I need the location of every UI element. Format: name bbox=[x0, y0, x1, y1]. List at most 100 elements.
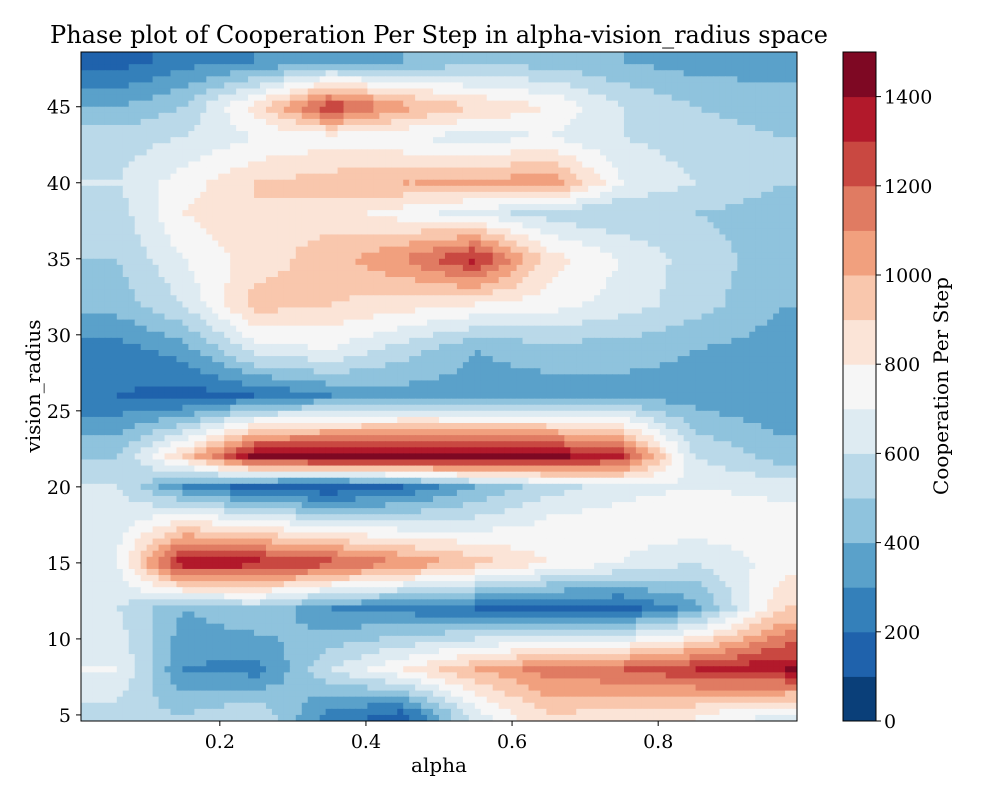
contour-cell bbox=[629, 88, 637, 96]
contour-cell bbox=[122, 216, 130, 223]
contour-cell bbox=[618, 197, 625, 205]
contour-cell bbox=[444, 82, 452, 90]
contour-cell bbox=[427, 301, 434, 309]
contour-cell bbox=[582, 58, 589, 65]
contour-cell bbox=[355, 100, 363, 108]
contour-cell bbox=[158, 167, 166, 175]
contour-cell bbox=[510, 137, 518, 144]
contour-cell bbox=[385, 252, 392, 260]
contour-cell bbox=[122, 100, 130, 108]
contour-cell bbox=[313, 179, 321, 187]
contour-cell bbox=[767, 131, 774, 138]
contour-cell bbox=[612, 216, 619, 223]
contour-cell bbox=[671, 228, 679, 236]
contour-cell bbox=[331, 197, 339, 205]
contour-cell bbox=[743, 112, 750, 120]
contour-cell bbox=[373, 240, 380, 248]
contour-cell bbox=[110, 161, 118, 169]
contour-cell bbox=[462, 204, 470, 211]
contour-cell bbox=[313, 301, 321, 309]
contour-cell bbox=[283, 118, 291, 126]
contour-cell bbox=[385, 277, 392, 284]
contour-cell bbox=[439, 76, 446, 84]
contour-cell bbox=[444, 185, 452, 193]
contour-cell bbox=[271, 270, 279, 278]
contour-cell bbox=[647, 179, 655, 187]
contour-cell bbox=[212, 264, 219, 272]
contour-cell bbox=[444, 204, 452, 211]
contour-cell bbox=[629, 149, 637, 156]
contour-cell bbox=[116, 264, 124, 272]
contour-cell bbox=[701, 64, 709, 71]
contour-cell bbox=[271, 289, 279, 296]
contour-cell bbox=[570, 264, 577, 272]
contour-cell bbox=[570, 240, 577, 248]
contour-cell bbox=[618, 76, 625, 84]
contour-cell bbox=[188, 155, 195, 163]
contour-cell bbox=[713, 197, 721, 205]
contour-cell bbox=[791, 295, 797, 302]
contour-cell bbox=[582, 289, 589, 296]
contour-cell bbox=[415, 94, 422, 102]
contour-cell bbox=[289, 155, 297, 163]
contour-cell bbox=[319, 264, 327, 272]
contour-cell bbox=[534, 270, 542, 278]
contour-cell bbox=[271, 149, 279, 156]
contour-cell bbox=[600, 112, 607, 120]
contour-cell bbox=[725, 52, 732, 59]
contour-cell bbox=[254, 289, 261, 296]
contour-cell bbox=[612, 252, 619, 260]
contour-cell bbox=[86, 185, 94, 193]
contour-cell bbox=[391, 204, 398, 211]
contour-cell bbox=[564, 246, 571, 254]
contour-cell bbox=[116, 185, 124, 193]
contour-cell bbox=[289, 118, 297, 126]
contour-cell bbox=[164, 100, 172, 108]
contour-cell bbox=[665, 252, 673, 260]
contour-cell bbox=[653, 64, 661, 71]
contour-cell bbox=[265, 295, 273, 302]
contour-cell bbox=[265, 216, 273, 223]
contour-cell bbox=[540, 112, 547, 120]
contour-cell bbox=[635, 149, 643, 156]
contour-cell bbox=[146, 124, 154, 132]
contour-cell bbox=[295, 258, 303, 266]
contour-cell bbox=[623, 161, 631, 169]
contour-cell bbox=[283, 246, 291, 254]
contour-cell bbox=[743, 94, 750, 102]
contour-cell bbox=[701, 94, 709, 102]
contour-cell bbox=[224, 228, 231, 236]
contour-cell bbox=[319, 161, 327, 169]
contour-cell bbox=[277, 143, 285, 150]
contour-cell bbox=[564, 70, 571, 77]
contour-cell bbox=[265, 64, 273, 71]
contour-cell bbox=[415, 58, 422, 65]
contour-cell bbox=[361, 277, 368, 284]
contour-cell bbox=[230, 143, 237, 150]
contour-cell bbox=[403, 204, 410, 211]
contour-cell bbox=[618, 277, 625, 284]
contour-cell bbox=[456, 216, 464, 223]
contour-cell bbox=[623, 58, 631, 65]
contour-cell bbox=[474, 118, 482, 126]
contour-cell bbox=[361, 88, 368, 96]
contour-cell bbox=[761, 143, 768, 150]
contour-cell bbox=[462, 88, 470, 96]
contour-cell bbox=[516, 301, 524, 309]
contour-cell bbox=[170, 185, 178, 193]
contour-cell bbox=[271, 82, 279, 90]
contour-cell bbox=[576, 270, 583, 278]
contour-cell bbox=[486, 112, 494, 120]
contour-cell bbox=[254, 283, 261, 290]
contour-cell bbox=[623, 264, 631, 272]
contour-cell bbox=[492, 124, 500, 132]
contour-cell bbox=[200, 94, 207, 102]
contour-cell bbox=[600, 131, 607, 138]
contour-cell bbox=[791, 185, 797, 193]
contour-cell bbox=[86, 283, 94, 290]
contour-cell bbox=[158, 270, 166, 278]
contour-cell bbox=[606, 155, 613, 163]
contour-cell bbox=[391, 277, 398, 284]
contour-cell bbox=[600, 277, 607, 284]
contour-cell bbox=[546, 240, 553, 248]
